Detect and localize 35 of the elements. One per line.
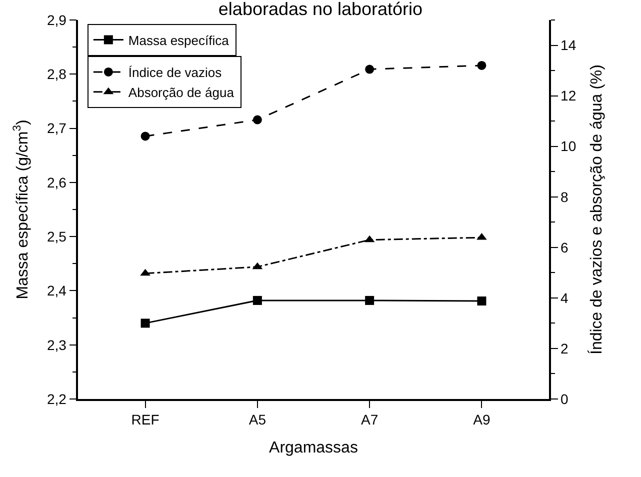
point: [365, 64, 374, 74]
point: [140, 268, 150, 276]
point: [365, 296, 374, 305]
legend-label: Absorção de água: [128, 84, 235, 100]
y2-tick-label: 2: [560, 340, 569, 356]
point: [140, 318, 150, 328]
y-tick-label: 2,3: [46, 336, 67, 353]
legend-label: Índice de vazios: [128, 65, 222, 80]
x-tick-label: REF: [131, 412, 160, 428]
y2-tick-label: 8: [560, 188, 569, 205]
legend-label: Massa específica: [128, 32, 230, 48]
y2-tick-label: 14: [560, 37, 576, 54]
y2-tick-label: 4: [560, 290, 569, 306]
y2-tick-label: 10: [560, 138, 576, 154]
y-tick-label: 2,5: [46, 228, 67, 244]
point: [140, 132, 150, 141]
y-tick-label: 2,9: [46, 12, 67, 28]
point: [477, 60, 486, 70]
chart-title: elaboradas no laboratório: [218, 0, 423, 19]
y-tick-label: 2,6: [46, 174, 67, 190]
point: [252, 296, 262, 305]
y-tick-label: 2,4: [46, 282, 67, 299]
y2-axis-title: Índice de vazios e absorção de água (%): [588, 64, 606, 354]
y-tick-label: 2,8: [46, 66, 67, 82]
point: [252, 115, 262, 124]
y2-tick-label: 12: [560, 88, 576, 104]
y-tick-label: 2,2: [46, 390, 67, 407]
x-tick-label: A5: [248, 412, 266, 428]
x-axis-title: Argamassas: [269, 440, 358, 457]
point: [477, 296, 486, 306]
x-tick-label: A7: [361, 412, 378, 428]
y2-tick-label: 6: [560, 239, 569, 256]
y-tick-label: 2,7: [46, 120, 67, 136]
x-tick-label: A9: [473, 412, 490, 428]
y2-tick-label: 0: [560, 390, 569, 407]
